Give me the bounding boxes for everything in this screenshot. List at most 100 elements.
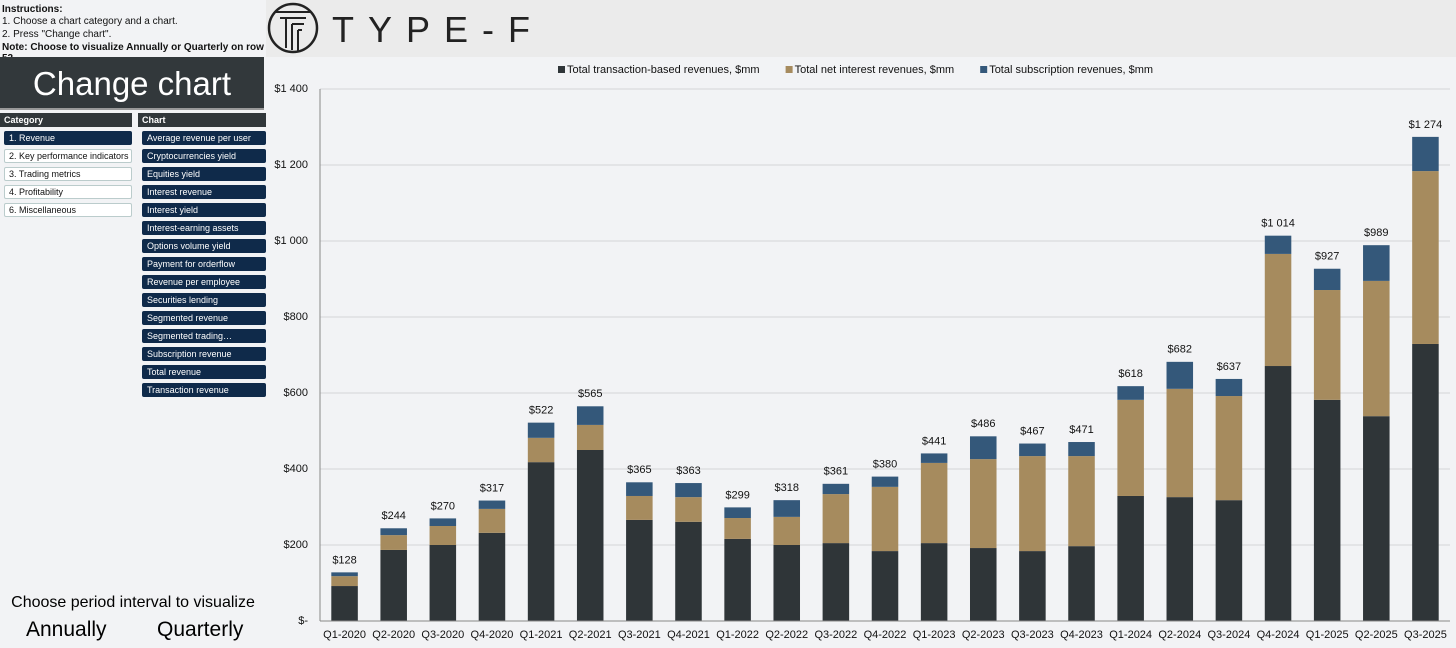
- total-label: $365: [627, 464, 651, 476]
- period-option[interactable]: Quarterly: [157, 618, 244, 641]
- slicer-item[interactable]: Revenue per employee: [142, 275, 266, 289]
- slicer-item[interactable]: Interest-earning assets: [142, 221, 266, 235]
- bar-segment: [871, 486, 899, 552]
- total-label: $989: [1364, 227, 1388, 239]
- slicer-item[interactable]: 3. Trading metrics: [4, 167, 132, 181]
- bar-segment: [1264, 235, 1292, 254]
- bar-segment: [1068, 442, 1095, 457]
- total-label: $361: [824, 466, 848, 478]
- instruction: 2. Press "Change chart".: [2, 29, 112, 40]
- bar-segment: [576, 424, 604, 450]
- total-label: $682: [1168, 344, 1192, 356]
- bar-segment: [822, 543, 850, 621]
- x-tick-label: Q2-2022: [765, 629, 808, 641]
- bar-segment: [1313, 268, 1341, 291]
- bar-segment: [1412, 171, 1439, 344]
- bar-segment: [969, 436, 997, 460]
- total-label: $565: [578, 388, 602, 400]
- logo-text: TYPE-F: [332, 9, 544, 50]
- slicer-item[interactable]: Subscription revenue: [142, 347, 266, 361]
- slicer-item[interactable]: Interest revenue: [142, 185, 266, 199]
- x-tick-label: Q1-2022: [716, 629, 759, 641]
- bar-segment: [478, 508, 506, 533]
- bar-segment: [576, 406, 604, 425]
- total-label: $317: [480, 482, 504, 494]
- slicer-item[interactable]: 6. Miscellaneous: [4, 203, 132, 217]
- y-tick-label: $400: [284, 463, 308, 475]
- x-tick-label: Q1-2021: [520, 629, 563, 641]
- slicer-item[interactable]: 1. Revenue: [4, 131, 132, 145]
- slicer-item[interactable]: Average revenue per user: [142, 131, 266, 145]
- y-tick-label: $200: [284, 539, 308, 551]
- total-label: $270: [431, 500, 455, 512]
- total-label: $637: [1217, 361, 1241, 373]
- bar-segment: [527, 437, 555, 463]
- bar-segment: [675, 521, 702, 621]
- slicer-item[interactable]: Total revenue: [142, 365, 266, 379]
- bar-segment: [626, 519, 653, 621]
- bar-segment: [331, 576, 358, 587]
- legend-swatch: [558, 66, 565, 73]
- slicer-item[interactable]: Segmented trading…: [142, 329, 266, 343]
- legend-label: Total subscription revenues, $mm: [989, 64, 1153, 76]
- bar-segment: [1166, 388, 1194, 498]
- bar-segment: [331, 572, 358, 577]
- slicer-item[interactable]: Segmented revenue: [142, 311, 266, 325]
- x-tick-label: Q2-2025: [1355, 629, 1398, 641]
- control-panel: Instructions: 1. Choose a chart category…: [0, 0, 266, 648]
- bar-segment: [429, 518, 457, 526]
- slicer-item[interactable]: Transaction revenue: [142, 383, 266, 397]
- bar-segment: [969, 459, 997, 549]
- bar-segment: [773, 500, 801, 517]
- y-tick-label: $1 400: [274, 83, 308, 95]
- x-tick-label: Q3-2022: [814, 629, 857, 641]
- slicer-item[interactable]: 4. Profitability: [4, 185, 132, 199]
- bar-segment: [920, 462, 948, 544]
- category-slicer: Category 1. Revenue 2. Key performance in…: [0, 113, 132, 217]
- bar-segment: [380, 528, 407, 536]
- x-tick-label: Q3-2024: [1208, 629, 1251, 641]
- slicer-item[interactable]: 2. Key performance indicators: [4, 149, 132, 163]
- bar-segment: [1068, 546, 1095, 621]
- slicer-item[interactable]: Cryptocurrencies yield: [142, 149, 266, 163]
- slicer-item[interactable]: Options volume yield: [142, 239, 266, 253]
- bar-segment: [724, 507, 751, 519]
- bar-segment: [920, 543, 948, 621]
- y-tick-label: $600: [284, 387, 308, 399]
- bar-segment: [1215, 396, 1243, 501]
- slicer-header: Chart: [138, 113, 266, 127]
- bar-segment: [1019, 443, 1046, 457]
- slicer-item[interactable]: Securities lending: [142, 293, 266, 307]
- instructions-heading: Instructions:: [2, 4, 63, 15]
- instruction: 1. Choose a chart category and a chart.: [2, 16, 178, 27]
- legend-swatch: [785, 66, 793, 73]
- bar-segment: [1166, 497, 1194, 621]
- slicer-item[interactable]: Payment for orderflow: [142, 257, 266, 271]
- total-label: $486: [971, 418, 995, 430]
- bar-segment: [527, 462, 555, 621]
- x-tick-label: Q4-2021: [667, 629, 710, 641]
- y-tick-label: $800: [284, 311, 308, 323]
- bar-segment: [871, 551, 899, 621]
- bar-segment: [1215, 500, 1243, 621]
- x-tick-label: Q2-2024: [1158, 629, 1201, 641]
- bar-segment: [1412, 136, 1439, 172]
- total-label: $441: [922, 435, 946, 447]
- slicer-item[interactable]: Equities yield: [142, 167, 266, 181]
- bar-segment: [527, 422, 555, 438]
- total-label: $363: [676, 465, 700, 477]
- y-tick-label: $1 200: [274, 159, 308, 171]
- slicer-item[interactable]: Interest yield: [142, 203, 266, 217]
- period-option[interactable]: Annually: [26, 618, 107, 641]
- total-label: $380: [873, 459, 897, 471]
- change-chart-button[interactable]: Change chart: [0, 57, 264, 110]
- x-tick-label: Q4-2022: [864, 629, 907, 641]
- total-label: $1 014: [1261, 218, 1295, 230]
- x-tick-label: Q3-2020: [421, 629, 464, 641]
- bar-segment: [773, 516, 801, 545]
- y-tick-label: $1 000: [274, 235, 308, 247]
- x-tick-label: Q1-2025: [1306, 629, 1349, 641]
- bar-segment: [626, 495, 653, 520]
- x-tick-label: Q2-2020: [372, 629, 415, 641]
